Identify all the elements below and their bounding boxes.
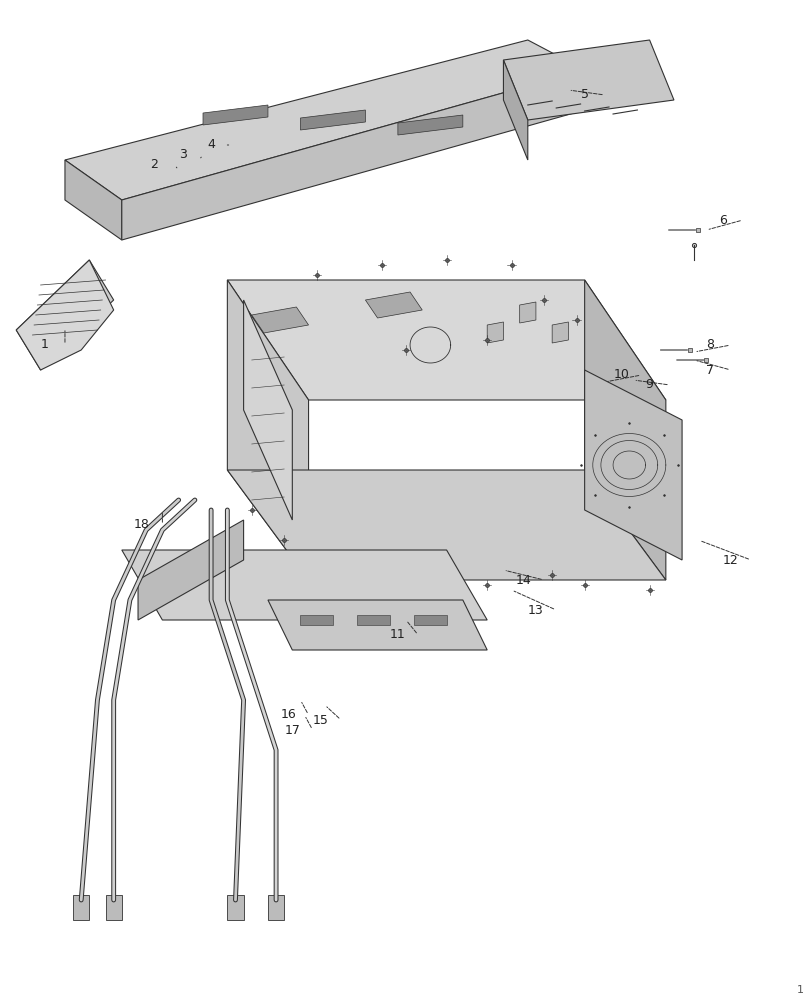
Polygon shape: [503, 60, 527, 160]
Polygon shape: [243, 300, 292, 520]
Polygon shape: [227, 470, 665, 580]
Text: 7: 7: [706, 363, 714, 376]
Text: 15: 15: [312, 714, 328, 726]
Polygon shape: [65, 160, 122, 240]
Polygon shape: [503, 40, 673, 120]
Polygon shape: [519, 302, 535, 323]
Text: 5: 5: [580, 89, 588, 102]
Polygon shape: [65, 40, 584, 200]
Polygon shape: [122, 70, 584, 240]
Polygon shape: [227, 280, 308, 580]
Text: 8: 8: [706, 338, 714, 352]
Text: 16: 16: [280, 708, 296, 722]
Polygon shape: [16, 260, 114, 370]
Text: 18: 18: [134, 518, 150, 532]
Polygon shape: [16, 260, 114, 370]
Polygon shape: [268, 600, 487, 650]
Polygon shape: [551, 322, 568, 343]
Polygon shape: [300, 615, 333, 625]
Text: 10: 10: [612, 368, 629, 381]
Bar: [73, 895, 89, 920]
Text: 14: 14: [515, 574, 531, 586]
Polygon shape: [227, 280, 665, 400]
Polygon shape: [251, 307, 308, 333]
Polygon shape: [397, 115, 462, 135]
Polygon shape: [203, 105, 268, 125]
Polygon shape: [414, 615, 446, 625]
Bar: [105, 895, 122, 920]
Bar: [227, 895, 243, 920]
Text: 2: 2: [150, 158, 158, 172]
Text: 13: 13: [527, 603, 543, 616]
Polygon shape: [487, 322, 503, 343]
Polygon shape: [584, 370, 681, 560]
Polygon shape: [584, 280, 665, 580]
Polygon shape: [357, 615, 389, 625]
Text: 11: 11: [389, 629, 406, 642]
Polygon shape: [365, 292, 422, 318]
Text: 17: 17: [284, 724, 300, 736]
Text: 4: 4: [207, 138, 215, 151]
Text: 1: 1: [796, 985, 803, 995]
Text: 6: 6: [718, 214, 726, 227]
Polygon shape: [122, 550, 487, 620]
Bar: [268, 895, 284, 920]
Polygon shape: [138, 520, 243, 620]
Polygon shape: [300, 110, 365, 130]
Text: 12: 12: [722, 554, 738, 566]
Text: 9: 9: [645, 378, 653, 391]
Text: 3: 3: [178, 148, 187, 161]
Text: 1: 1: [41, 338, 49, 352]
